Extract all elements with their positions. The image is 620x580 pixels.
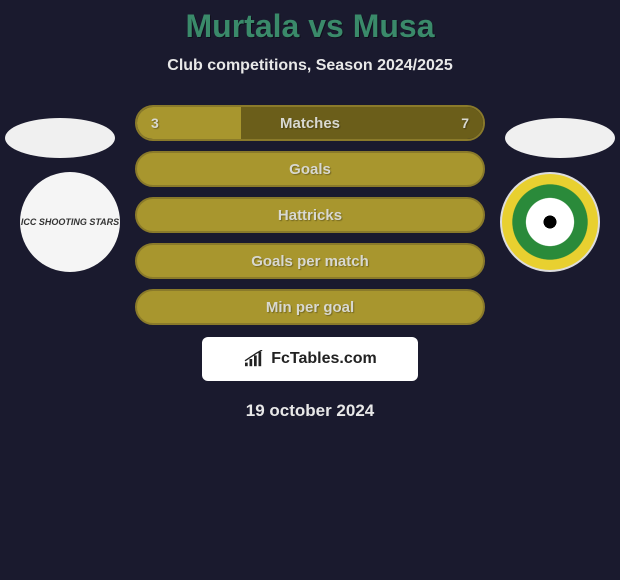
infographic-container: Murtala vs Musa Club competitions, Seaso… bbox=[0, 0, 620, 421]
page-title: Murtala vs Musa bbox=[0, 8, 620, 45]
stat-label: Min per goal bbox=[266, 299, 354, 316]
stat-row-hattricks: Hattricks bbox=[135, 197, 485, 233]
brand-text: FcTables.com bbox=[271, 350, 377, 368]
stat-row-goals: Goals bbox=[135, 151, 485, 187]
stat-row-min-per-goal: Min per goal bbox=[135, 289, 485, 325]
stat-label: Goals per match bbox=[251, 253, 369, 270]
club-right-logo-ball bbox=[535, 207, 565, 237]
stat-right-bar bbox=[241, 107, 483, 139]
stat-right-value: 7 bbox=[461, 115, 469, 131]
club-right-logo bbox=[500, 172, 600, 272]
stat-row-goals-per-match: Goals per match bbox=[135, 243, 485, 279]
stat-label: Matches bbox=[280, 115, 340, 132]
stat-row-matches: 3 Matches 7 bbox=[135, 105, 485, 141]
brand-chart-icon bbox=[243, 350, 265, 368]
stat-label: Hattricks bbox=[278, 207, 342, 224]
stat-left-value: 3 bbox=[151, 115, 159, 131]
stat-label: Goals bbox=[289, 161, 331, 178]
date-label: 19 october 2024 bbox=[0, 401, 620, 421]
player-right-avatar bbox=[505, 118, 615, 158]
brand-badge: FcTables.com bbox=[202, 337, 418, 381]
stats-list: 3 Matches 7 Goals Hattricks Goals per ma… bbox=[135, 105, 485, 325]
club-left-logo-text: ICC SHOOTING STARS bbox=[21, 218, 119, 227]
player-left-avatar bbox=[5, 118, 115, 158]
club-left-logo: ICC SHOOTING STARS bbox=[20, 172, 120, 272]
subtitle: Club competitions, Season 2024/2025 bbox=[0, 57, 620, 75]
